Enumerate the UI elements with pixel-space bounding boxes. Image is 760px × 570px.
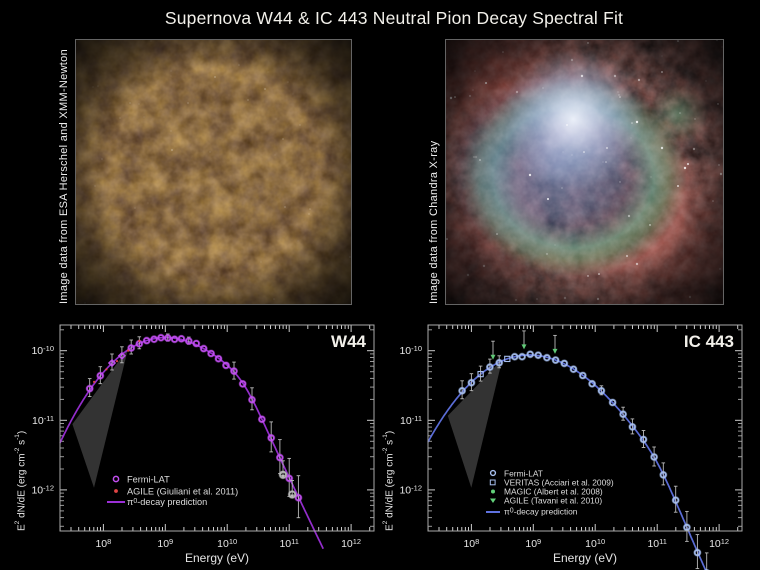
svg-text:109: 109 bbox=[525, 537, 541, 550]
svg-text:10-12: 10-12 bbox=[31, 484, 54, 497]
svg-text:1011: 1011 bbox=[647, 537, 666, 550]
svg-text:π0-decay prediction: π0-decay prediction bbox=[127, 497, 207, 507]
svg-text:1012: 1012 bbox=[709, 537, 729, 550]
svg-text:AGILE (Tavani et al. 2010): AGILE (Tavani et al. 2010) bbox=[504, 496, 602, 506]
svg-text:AGILE (Giuliani et al. 2011): AGILE (Giuliani et al. 2011) bbox=[127, 487, 238, 497]
svg-text:10-10: 10-10 bbox=[399, 344, 422, 357]
svg-text:W44: W44 bbox=[331, 332, 367, 351]
svg-text:1012: 1012 bbox=[341, 537, 361, 550]
svg-text:10-12: 10-12 bbox=[399, 484, 422, 497]
svg-text:108: 108 bbox=[95, 537, 111, 550]
svg-text:10-11: 10-11 bbox=[400, 414, 422, 427]
svg-text:Fermi-LAT: Fermi-LAT bbox=[127, 475, 170, 485]
svg-text:10-10: 10-10 bbox=[31, 344, 54, 357]
svg-text:10-11: 10-11 bbox=[32, 414, 54, 427]
svg-text:IC 443: IC 443 bbox=[684, 332, 734, 351]
svg-text:109: 109 bbox=[157, 537, 173, 550]
svg-text:1010: 1010 bbox=[217, 537, 237, 550]
svg-text:108: 108 bbox=[463, 537, 479, 550]
svg-text:1010: 1010 bbox=[585, 537, 605, 550]
svg-text:π0-decay prediction: π0-decay prediction bbox=[504, 507, 578, 517]
svg-text:1011: 1011 bbox=[279, 537, 298, 550]
